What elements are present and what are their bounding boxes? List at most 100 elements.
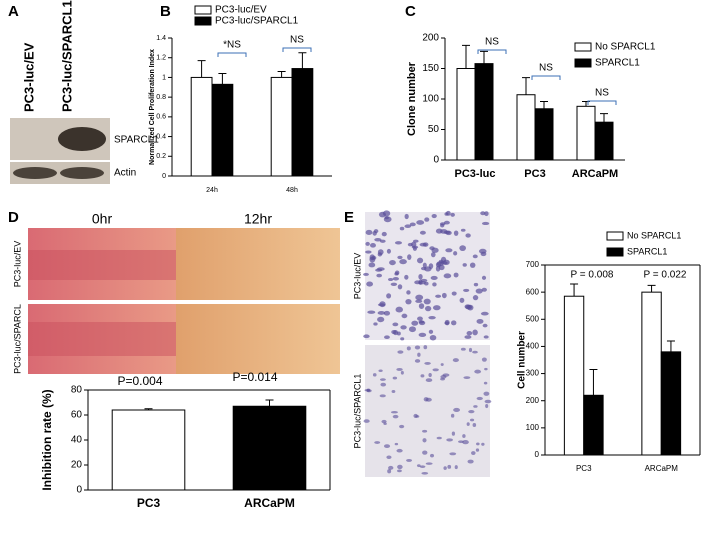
cell bbox=[389, 259, 396, 266]
cell bbox=[445, 248, 453, 253]
cell bbox=[468, 410, 475, 414]
y-tick-label: 50 bbox=[428, 124, 440, 135]
cell bbox=[420, 278, 428, 283]
cell bbox=[363, 334, 370, 339]
cell bbox=[454, 465, 458, 470]
cell bbox=[473, 405, 478, 408]
cell bbox=[414, 345, 421, 350]
cell bbox=[450, 413, 455, 418]
cell bbox=[472, 295, 479, 301]
legend-swatch bbox=[606, 247, 624, 257]
row-label: PC3-luc/EV bbox=[12, 241, 22, 288]
cell bbox=[404, 274, 409, 280]
cell bbox=[419, 230, 426, 235]
cell bbox=[381, 231, 387, 237]
bar bbox=[111, 409, 186, 491]
bar bbox=[516, 94, 536, 161]
cell bbox=[453, 407, 460, 413]
cell bbox=[475, 288, 483, 294]
cell bbox=[429, 334, 437, 341]
x-tick-label: PC3 bbox=[524, 168, 545, 180]
cell bbox=[450, 212, 455, 217]
annotation: P = 0.022 bbox=[644, 270, 687, 281]
cell bbox=[372, 230, 377, 236]
cell bbox=[431, 213, 437, 219]
band bbox=[60, 167, 104, 179]
legend-swatch bbox=[194, 5, 212, 15]
cell bbox=[397, 255, 403, 260]
x-tick-label: PC3 bbox=[137, 496, 161, 510]
cell bbox=[430, 453, 435, 458]
cell bbox=[415, 299, 423, 303]
bracket bbox=[282, 47, 312, 52]
cell bbox=[376, 273, 383, 278]
cell bbox=[406, 458, 413, 462]
cell bbox=[365, 241, 370, 246]
band bbox=[58, 127, 106, 151]
cell bbox=[378, 369, 383, 372]
cell bbox=[420, 374, 425, 378]
cell bbox=[485, 404, 489, 409]
cell bbox=[428, 329, 434, 334]
cell bbox=[387, 277, 394, 282]
cell bbox=[424, 361, 431, 365]
bar bbox=[270, 76, 293, 177]
panel-label: D bbox=[8, 209, 19, 226]
cell bbox=[397, 464, 403, 470]
cell bbox=[421, 471, 429, 475]
y-tick-label: 100 bbox=[526, 423, 540, 432]
cell bbox=[423, 397, 429, 402]
cell bbox=[432, 368, 439, 372]
bar bbox=[211, 83, 234, 177]
cell bbox=[396, 448, 403, 453]
cell bbox=[453, 251, 458, 256]
cell bbox=[407, 242, 413, 247]
cell bbox=[392, 414, 399, 419]
cell bbox=[469, 262, 476, 268]
panel-label: E bbox=[344, 209, 354, 226]
cell bbox=[374, 441, 381, 444]
cell bbox=[422, 429, 428, 433]
cell bbox=[377, 249, 384, 255]
cell bbox=[425, 462, 433, 465]
cell bbox=[428, 315, 436, 320]
cell bbox=[383, 310, 391, 316]
cell bbox=[365, 250, 372, 254]
legend-swatch bbox=[194, 16, 212, 26]
legend-swatch bbox=[574, 58, 592, 68]
legend-label: No SPARCL1 bbox=[595, 42, 656, 53]
cell bbox=[386, 248, 391, 254]
error-bar bbox=[298, 52, 307, 69]
cell bbox=[401, 313, 408, 319]
error-bar bbox=[480, 50, 488, 64]
cell bbox=[384, 335, 390, 340]
cell bbox=[442, 373, 450, 377]
cell bbox=[365, 229, 373, 236]
cell bbox=[367, 310, 376, 314]
legend-label: PC3-luc/SPARCL1 bbox=[215, 16, 299, 27]
cell bbox=[468, 347, 473, 353]
cell bbox=[397, 284, 403, 290]
cell bbox=[418, 320, 425, 324]
cell bbox=[451, 431, 456, 436]
cell bbox=[459, 245, 466, 252]
x-tick-label: ARCaPM bbox=[645, 464, 679, 473]
y-axis-label: Normalized Cell Proliferation Index bbox=[149, 49, 156, 165]
cell bbox=[422, 450, 428, 455]
cell bbox=[481, 221, 490, 226]
cell bbox=[481, 442, 485, 446]
cell bbox=[451, 320, 457, 326]
error-bar bbox=[197, 60, 206, 78]
cell bbox=[387, 469, 392, 474]
cell bbox=[397, 350, 404, 354]
y-tick-label: 0.4 bbox=[156, 133, 166, 140]
bracket bbox=[587, 100, 617, 105]
y-tick-label: 0 bbox=[162, 173, 166, 180]
cell bbox=[469, 418, 475, 422]
row-label: PC3-luc/SPARCL1 bbox=[352, 374, 362, 449]
cell bbox=[420, 266, 427, 271]
cell bbox=[472, 254, 478, 259]
cell bbox=[446, 438, 453, 442]
cell bbox=[472, 423, 477, 427]
